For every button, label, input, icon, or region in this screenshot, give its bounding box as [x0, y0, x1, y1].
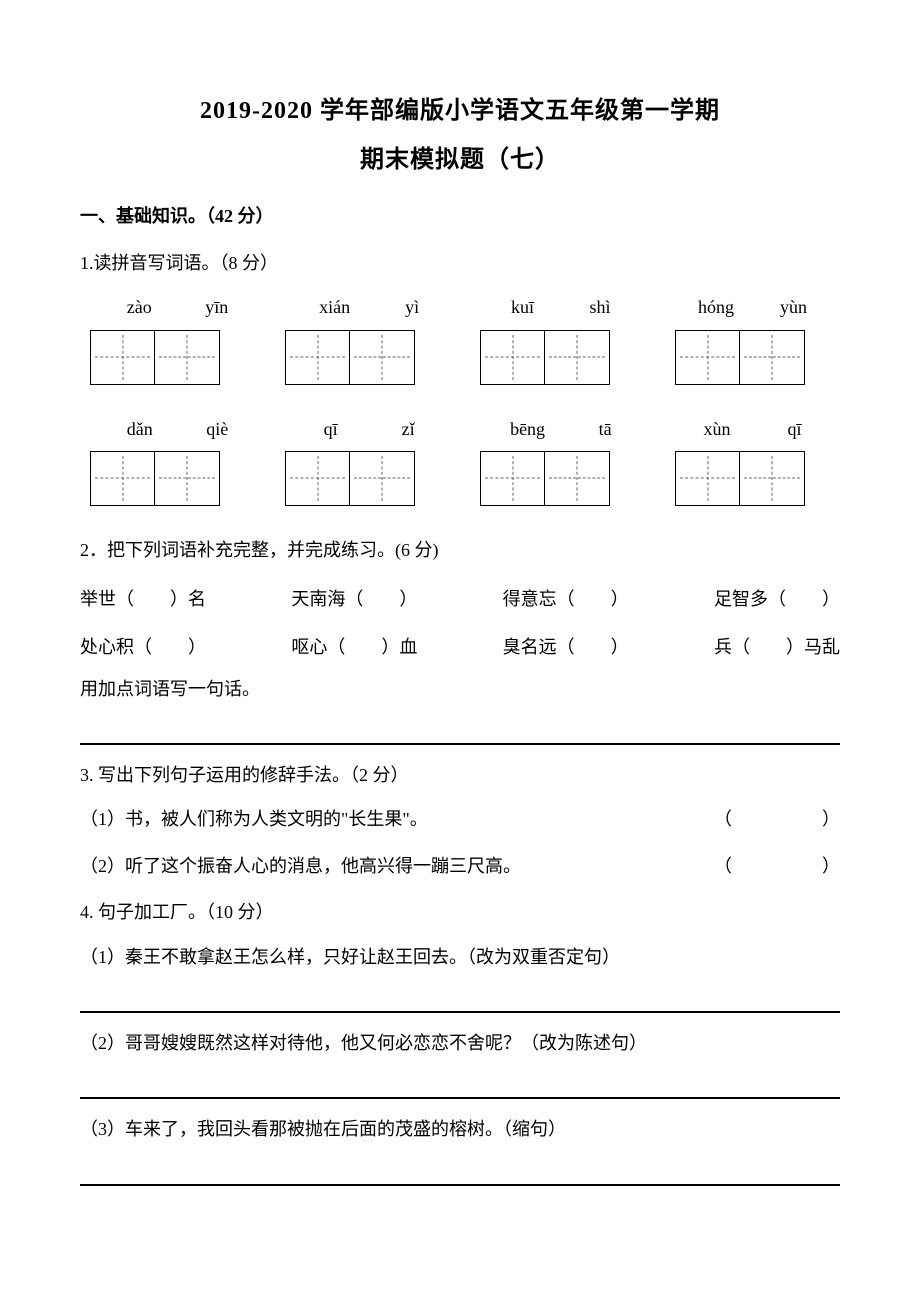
char-box-pair: [675, 330, 830, 385]
pinyin-pair: hóng yùn: [675, 291, 830, 323]
idiom-blank[interactable]: 天南海（ ）: [291, 578, 417, 621]
char-box[interactable]: [285, 451, 350, 506]
title-line-1: 2019-2020 学年部编版小学语文五年级第一学期: [80, 90, 840, 133]
char-box[interactable]: [675, 330, 740, 385]
pinyin-syllable: qiè: [206, 413, 228, 445]
q2-idiom-row-1: 举世（ ）名 天南海（ ） 得意忘（ ） 足智多（ ）: [80, 578, 840, 621]
pinyin-syllable: xián: [319, 291, 350, 323]
q3-item-2-blank[interactable]: （ ）: [714, 850, 840, 882]
char-box[interactable]: [480, 330, 545, 385]
pinyin-syllable: yīn: [205, 291, 228, 323]
char-box[interactable]: [740, 451, 805, 506]
q4-item-3: （3）车来了，我回头看那被抛在后面的茂盛的榕树。（缩句）: [80, 1113, 840, 1145]
char-box[interactable]: [350, 330, 415, 385]
char-box-pair: [90, 451, 245, 506]
idiom-blank[interactable]: 足智多（ ）: [714, 578, 840, 621]
pinyin-pair: kuī shì: [483, 291, 638, 323]
pinyin-syllable: qī: [324, 413, 338, 445]
pinyin-syllable: kuī: [511, 291, 534, 323]
idiom-blank[interactable]: 处心积（ ）: [80, 626, 206, 669]
idiom-blank[interactable]: 得意忘（ ）: [503, 578, 629, 621]
pinyin-syllable: dǎn: [127, 413, 153, 445]
pinyin-syllable: zào: [127, 291, 152, 323]
char-box-pair: [285, 330, 440, 385]
pinyin-pair: qī zǐ: [292, 413, 447, 445]
char-box[interactable]: [90, 330, 155, 385]
idiom-blank[interactable]: 兵（ ）马乱: [714, 626, 840, 669]
q4-item-1: （1）秦王不敢拿赵王怎么样，只好让赵王回去。（改为双重否定句）: [80, 941, 840, 973]
char-box-row-2: [80, 451, 840, 506]
char-box-pair: [480, 330, 635, 385]
q2-label: 2．把下列词语补充完整，并完成练习。(6 分): [80, 534, 840, 566]
char-box[interactable]: [740, 330, 805, 385]
q3-item-1-text: （1）书，被人们称为人类文明的"长生果"。: [80, 803, 714, 835]
title-line-2: 期末模拟题（七）: [80, 139, 840, 182]
q3-item-2-text: （2）听了这个振奋人心的消息，他高兴得一蹦三尺高。: [80, 850, 714, 882]
pinyin-syllable: tā: [599, 413, 612, 445]
q4-label: 4. 句子加工厂。（10 分）: [80, 896, 840, 928]
char-box[interactable]: [285, 330, 350, 385]
pinyin-syllable: yì: [405, 291, 419, 323]
pinyin-syllable: zǐ: [402, 413, 415, 445]
q2-idiom-row-2: 处心积（ ） 呕心（ ）血 臭名远（ ） 兵（ ）马乱: [80, 626, 840, 669]
q1-label: 1.读拼音写词语。（8 分）: [80, 247, 840, 279]
char-box[interactable]: [675, 451, 740, 506]
pinyin-syllable: qī: [787, 413, 801, 445]
answer-line[interactable]: [80, 1184, 840, 1186]
pinyin-syllable: hóng: [698, 291, 734, 323]
char-box[interactable]: [155, 451, 220, 506]
pinyin-syllable: shì: [590, 291, 611, 323]
q4-item-2: （2）哥哥嫂嫂既然这样对待他，他又何必恋恋不舍呢？（改为陈述句）: [80, 1027, 840, 1059]
char-box[interactable]: [545, 330, 610, 385]
char-box[interactable]: [480, 451, 545, 506]
pinyin-pair: xùn qī: [675, 413, 830, 445]
q2-instruction: 用加点词语写一句话。: [80, 673, 840, 705]
char-box-pair: [90, 330, 245, 385]
answer-line[interactable]: [80, 1011, 840, 1013]
pinyin-pair: zào yīn: [100, 291, 255, 323]
char-box[interactable]: [90, 451, 155, 506]
q3-item-1-blank[interactable]: （ ）: [714, 803, 840, 835]
char-box-row-1: [80, 330, 840, 385]
answer-line[interactable]: [80, 1097, 840, 1099]
section-1-heading: 一、基础知识。（42 分）: [80, 200, 840, 232]
pinyin-pair: bēng tā: [483, 413, 638, 445]
q3-item-2: （2）听了这个振奋人心的消息，他高兴得一蹦三尺高。 （ ）: [80, 850, 840, 882]
idiom-blank[interactable]: 举世（ ）名: [80, 578, 206, 621]
pinyin-row-1: zào yīn xián yì kuī shì hóng yùn: [80, 291, 840, 323]
char-box-pair: [285, 451, 440, 506]
idiom-blank[interactable]: 呕心（ ）血: [291, 626, 417, 669]
pinyin-pair: xián yì: [292, 291, 447, 323]
pinyin-row-2: dǎn qiè qī zǐ bēng tā xùn qī: [80, 413, 840, 445]
char-box-pair: [480, 451, 635, 506]
pinyin-pair: dǎn qiè: [100, 413, 255, 445]
idiom-blank[interactable]: 臭名远（ ）: [503, 626, 629, 669]
q3-label: 3. 写出下列句子运用的修辞手法。（2 分）: [80, 759, 840, 791]
char-box[interactable]: [155, 330, 220, 385]
char-box[interactable]: [350, 451, 415, 506]
pinyin-syllable: yùn: [780, 291, 807, 323]
char-box[interactable]: [545, 451, 610, 506]
char-box-pair: [675, 451, 830, 506]
pinyin-syllable: xùn: [703, 413, 730, 445]
q3-item-1: （1）书，被人们称为人类文明的"长生果"。 （ ）: [80, 803, 840, 835]
answer-line[interactable]: [80, 743, 840, 745]
pinyin-syllable: bēng: [510, 413, 545, 445]
